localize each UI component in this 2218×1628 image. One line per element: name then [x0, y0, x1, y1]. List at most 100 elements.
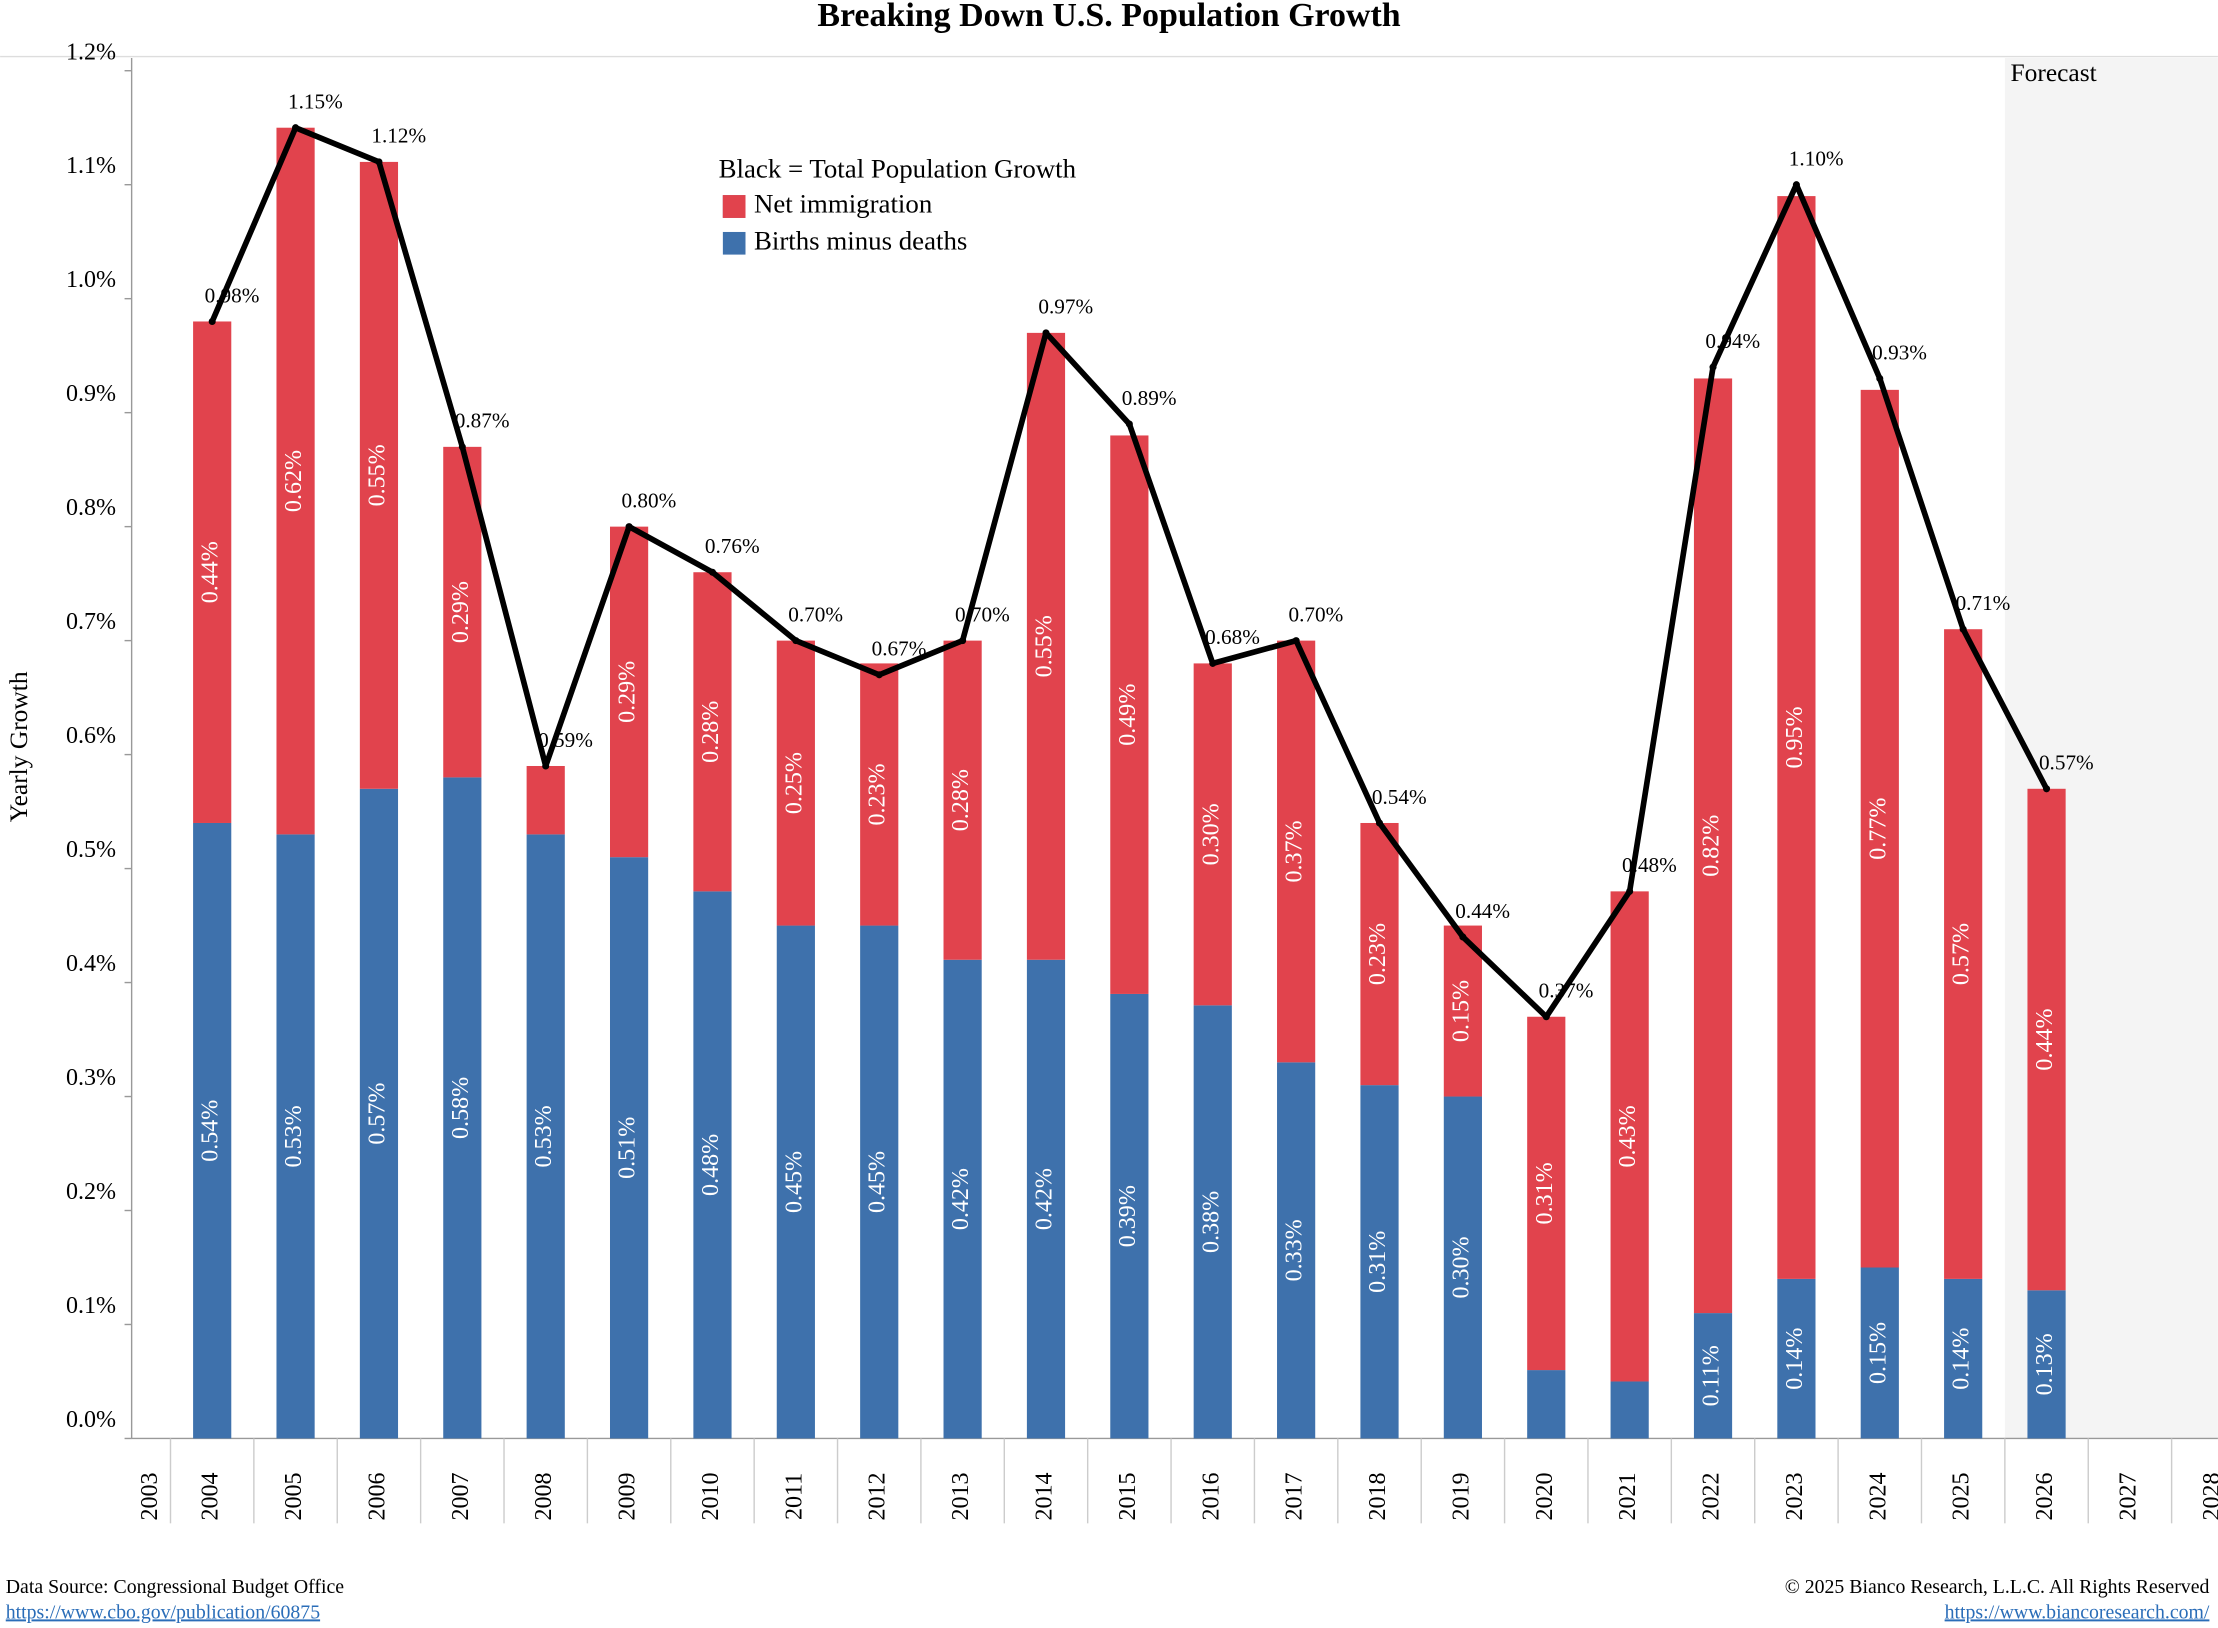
total-point — [2043, 785, 2051, 793]
y-tick-label: 0.5% — [66, 837, 116, 863]
bar-segment — [443, 777, 482, 1439]
bar-segment — [276, 127, 315, 835]
total-point — [1125, 420, 1133, 428]
bar-value-label: 0.44% — [198, 541, 224, 603]
bar-value-label: 0.30% — [1448, 1236, 1474, 1298]
y-tick-label: 0.0% — [66, 1407, 116, 1433]
total-value-label: 1.15% — [288, 90, 343, 114]
total-value-label: 0.37% — [1539, 979, 1594, 1003]
bar-value-label: 0.62% — [281, 450, 307, 512]
bar-segment — [860, 925, 899, 1439]
total-point — [875, 671, 883, 679]
bar-segment — [1193, 1005, 1232, 1439]
total-value-label: 0.67% — [872, 637, 927, 661]
total-value-label: 0.70% — [1289, 602, 1344, 626]
bar-segment — [1860, 389, 1899, 1268]
total-value-label: 0.48% — [1622, 853, 1677, 877]
bar-value-label: 0.11% — [1699, 1345, 1725, 1406]
bar-segment — [1443, 925, 1482, 1097]
x-tick-label: 2028 — [2199, 1472, 2218, 1520]
bar-value-label: 0.30% — [1198, 803, 1224, 865]
y-axis-title: Yearly Growth — [4, 671, 33, 822]
bar-value-label: 0.82% — [1699, 815, 1725, 877]
bar-segment — [359, 161, 399, 789]
source-link[interactable]: https://www.cbo.gov/publication/60875 — [6, 1601, 320, 1623]
bar-segment — [526, 834, 565, 1439]
bar-value-label: 0.53% — [531, 1105, 557, 1167]
x-tick-label: 2027 — [2115, 1472, 2141, 1520]
bar-value-label: 0.38% — [1198, 1191, 1224, 1253]
y-tick-label: 0.1% — [66, 1293, 116, 1319]
x-tick-label: 2007 — [448, 1472, 474, 1520]
x-tick-label: 2013 — [948, 1472, 974, 1520]
bar-value-label: 0.39% — [1115, 1185, 1141, 1247]
x-tick-label: 2014 — [1032, 1472, 1058, 1520]
legend-label: Net immigration — [754, 189, 933, 219]
bar-value-label: 0.44% — [2032, 1009, 2058, 1071]
total-value-label: 0.98% — [205, 283, 260, 307]
y-tick-label: 1.1% — [66, 153, 116, 179]
bar-value-label: 0.54% — [198, 1100, 224, 1162]
total-point — [792, 637, 800, 645]
bar-value-label: 0.31% — [1532, 1162, 1558, 1224]
bar-segment — [193, 321, 232, 823]
total-value-label: 0.44% — [1455, 899, 1510, 923]
total-value-label: 0.93% — [1872, 340, 1927, 364]
total-point — [1626, 887, 1634, 895]
y-tick-label: 0.4% — [66, 951, 116, 977]
bar-value-label: 0.55% — [1032, 615, 1058, 677]
bar-value-label: 0.77% — [1865, 798, 1891, 860]
bar-value-label: 0.28% — [698, 701, 724, 763]
bar-value-label: 0.42% — [948, 1168, 974, 1230]
bar-value-label: 0.49% — [1115, 684, 1141, 746]
total-point — [1959, 625, 1967, 633]
source: Data Source: Congressional Budget Office — [6, 1576, 345, 1598]
x-tick-label: 2008 — [531, 1472, 557, 1520]
bar-value-label: 0.43% — [1615, 1105, 1641, 1167]
total-point — [1876, 374, 1884, 383]
x-tick-label: 2004 — [198, 1472, 224, 1520]
total-value-label: 0.57% — [2039, 751, 2094, 775]
bar-segment — [1527, 1016, 1566, 1371]
x-tick-label: 2011 — [781, 1473, 807, 1520]
total-point — [1292, 637, 1300, 645]
bar-value-label: 0.45% — [865, 1151, 891, 1213]
legend-swatch — [722, 231, 746, 255]
bar-value-label: 0.29% — [448, 581, 474, 643]
x-tick-label: 2020 — [1532, 1472, 1558, 1520]
total-value-label: 0.54% — [1372, 785, 1427, 809]
x-tick-label: 2025 — [1949, 1472, 1975, 1520]
total-point — [625, 523, 633, 531]
total-point — [1792, 181, 1800, 189]
x-tick-label: 2003 — [137, 1472, 163, 1520]
total-value-label: 0.89% — [1122, 386, 1177, 410]
bar-segment — [693, 572, 732, 892]
x-tick-label: 2009 — [615, 1472, 641, 1520]
x-tick-label: 2017 — [1282, 1472, 1308, 1520]
bar-value-label: 0.53% — [281, 1105, 307, 1167]
bar-value-label: 0.51% — [615, 1117, 641, 1179]
x-tick-label: 2012 — [865, 1472, 891, 1520]
total-point — [708, 568, 717, 576]
bar-value-label: 0.57% — [1949, 923, 1975, 985]
total-point — [292, 124, 300, 132]
bar-value-label: 0.48% — [698, 1134, 724, 1196]
bar-value-label: 0.14% — [1782, 1328, 1808, 1390]
copyright: © 2025 Bianco Research, L.L.C. All Right… — [1785, 1576, 2210, 1598]
bar-segment — [609, 857, 649, 1439]
x-tick-label: 2006 — [364, 1472, 390, 1520]
bar-value-label: 0.14% — [1949, 1328, 1975, 1390]
copyright-link[interactable]: https://www.biancoresearch.com/ — [1945, 1601, 2210, 1623]
legend-label: Births minus deaths — [754, 225, 967, 255]
bar-segment — [1777, 196, 1816, 1279]
x-tick-label: 2005 — [281, 1472, 307, 1520]
total-value-label: 1.12% — [371, 124, 426, 148]
bar-value-label: 0.29% — [615, 661, 641, 723]
x-tick-label: 2016 — [1198, 1472, 1224, 1520]
bar-value-label: 0.42% — [1032, 1168, 1058, 1230]
total-value-label: 0.87% — [455, 409, 510, 433]
bar-segment — [1777, 1278, 1816, 1439]
bar-segment — [1110, 435, 1149, 994]
bar-segment — [1527, 1370, 1566, 1439]
